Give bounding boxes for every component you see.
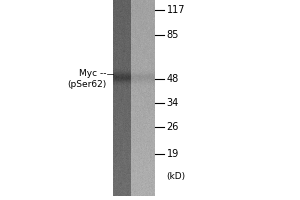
Text: 117: 117 xyxy=(167,5,185,15)
Text: 19: 19 xyxy=(167,149,179,159)
Text: Myc --: Myc -- xyxy=(79,69,106,78)
Text: (pSer62): (pSer62) xyxy=(67,80,106,89)
Text: 34: 34 xyxy=(167,98,179,108)
Text: 26: 26 xyxy=(167,122,179,132)
Text: (kD): (kD) xyxy=(167,172,186,182)
Text: 85: 85 xyxy=(167,30,179,40)
Text: 48: 48 xyxy=(167,74,179,84)
